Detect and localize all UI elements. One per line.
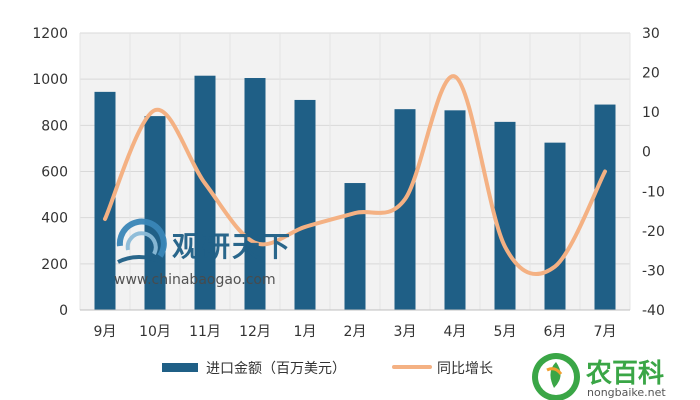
bar bbox=[294, 99, 316, 310]
bar bbox=[594, 104, 616, 310]
x-axis-tick-label: 12月 bbox=[239, 324, 271, 340]
right-axis-tick-label: -20 bbox=[642, 224, 665, 240]
watermark: 观研天下 www.chinabaogao.com bbox=[114, 218, 292, 288]
left-axis-tick-label: 1000 bbox=[32, 72, 68, 88]
x-axis-tick-label: 3月 bbox=[394, 324, 417, 340]
leaf-logo-icon bbox=[532, 353, 580, 400]
watermark-brand-cn: 观研天下 bbox=[172, 230, 292, 263]
right-axis-tick-label: 30 bbox=[642, 26, 660, 42]
left-axis-tick-label: 800 bbox=[41, 118, 68, 134]
watermark-brand-en: www.chinabaogao.com bbox=[114, 272, 276, 288]
left-axis-tick-label: 400 bbox=[41, 211, 68, 227]
x-axis-tick-label: 4月 bbox=[444, 324, 467, 340]
x-axis-tick-label: 6月 bbox=[544, 324, 567, 340]
bar bbox=[444, 110, 466, 311]
line-series-path bbox=[103, 74, 607, 276]
x-axis-tick-label: 1月 bbox=[294, 324, 317, 340]
right-axis-tick-label: 0 bbox=[642, 145, 651, 161]
x-axis-tick-label: 10月 bbox=[139, 324, 171, 340]
bar bbox=[94, 91, 116, 310]
legend: 进口金额（百万美元） 同比增长 bbox=[162, 361, 493, 377]
left-axis-tick-label: 1200 bbox=[32, 26, 68, 42]
left-axis-tick-label: 600 bbox=[41, 165, 68, 181]
bar bbox=[344, 183, 366, 310]
left-axis-tick-label: 0 bbox=[59, 303, 68, 319]
bar bbox=[194, 75, 216, 311]
right-axis-tick-label: -10 bbox=[642, 184, 665, 200]
bar bbox=[394, 109, 416, 310]
bar bbox=[244, 78, 266, 310]
corner-logo: 农百科 nongbaike.net bbox=[520, 352, 700, 400]
x-axis-tick-label: 9月 bbox=[94, 324, 117, 340]
watermark-logo-icon bbox=[116, 218, 167, 264]
right-axis-tick-label: -30 bbox=[642, 263, 665, 279]
right-axis-tick-label: 20 bbox=[642, 66, 660, 82]
x-axis: 9月 10月 11月 12月 1月 2月 3月 4月 5月 6月 7月 bbox=[80, 309, 630, 340]
right-axis-tick-label: -40 bbox=[642, 303, 665, 319]
right-axis: -40 -30 -20 -10 0 10 20 30 bbox=[642, 26, 665, 319]
x-axis-tick-label: 5月 bbox=[494, 324, 517, 340]
legend-label-line: 同比增长 bbox=[437, 361, 493, 377]
legend-swatch-bar bbox=[162, 363, 198, 372]
corner-logo-domain: nongbaike.net bbox=[587, 386, 666, 399]
left-axis-tick-label: 200 bbox=[41, 257, 68, 273]
legend-label-bar: 进口金额（百万美元） bbox=[206, 361, 346, 377]
x-axis-tick-label: 2月 bbox=[344, 324, 367, 340]
bar bbox=[494, 121, 516, 310]
line-series bbox=[103, 74, 607, 276]
corner-logo-name: 农百科 bbox=[585, 359, 664, 389]
x-axis-tick-label: 11月 bbox=[189, 324, 221, 340]
x-axis-tick-label: 7月 bbox=[594, 324, 617, 340]
bar bbox=[544, 142, 566, 310]
left-axis: 0 200 400 600 800 1000 1200 bbox=[32, 26, 68, 319]
right-axis-tick-label: 10 bbox=[642, 105, 660, 121]
